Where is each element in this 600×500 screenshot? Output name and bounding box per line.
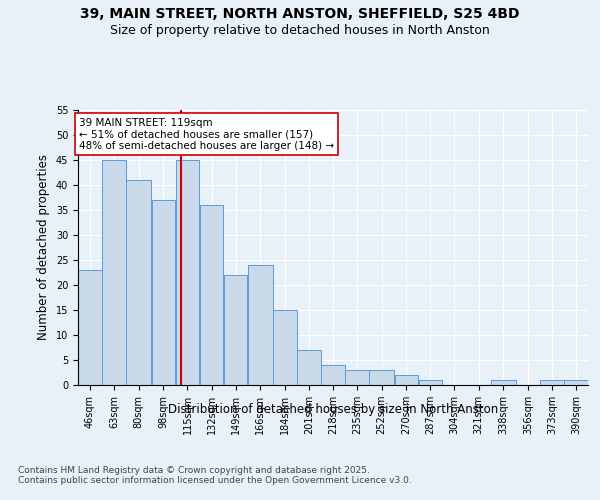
Bar xyxy=(395,375,418,385)
Bar xyxy=(152,200,175,385)
Bar xyxy=(176,160,199,385)
Bar xyxy=(102,160,126,385)
Bar xyxy=(297,350,321,385)
Bar xyxy=(126,180,151,385)
Bar xyxy=(78,270,102,385)
Bar xyxy=(369,370,394,385)
Text: 39, MAIN STREET, NORTH ANSTON, SHEFFIELD, S25 4BD: 39, MAIN STREET, NORTH ANSTON, SHEFFIELD… xyxy=(80,8,520,22)
Bar xyxy=(540,380,564,385)
Bar xyxy=(224,275,247,385)
Bar xyxy=(564,380,588,385)
Bar xyxy=(491,380,515,385)
Bar xyxy=(419,380,442,385)
Text: Contains HM Land Registry data © Crown copyright and database right 2025.
Contai: Contains HM Land Registry data © Crown c… xyxy=(18,466,412,485)
Text: Distribution of detached houses by size in North Anston: Distribution of detached houses by size … xyxy=(168,402,498,415)
Bar xyxy=(345,370,369,385)
Bar xyxy=(248,265,273,385)
Bar xyxy=(273,310,297,385)
Text: 39 MAIN STREET: 119sqm
← 51% of detached houses are smaller (157)
48% of semi-de: 39 MAIN STREET: 119sqm ← 51% of detached… xyxy=(79,118,334,150)
Bar xyxy=(321,365,345,385)
Y-axis label: Number of detached properties: Number of detached properties xyxy=(37,154,50,340)
Bar xyxy=(200,205,223,385)
Text: Size of property relative to detached houses in North Anston: Size of property relative to detached ho… xyxy=(110,24,490,37)
